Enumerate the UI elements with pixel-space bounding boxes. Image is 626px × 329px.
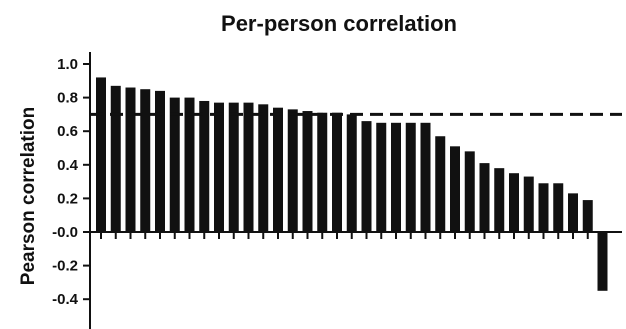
y-tick-label: 1.0 xyxy=(57,56,78,73)
bar xyxy=(346,114,357,232)
bar xyxy=(391,122,401,232)
x-ticks xyxy=(100,232,604,239)
bar xyxy=(317,112,328,232)
y-tick-labels: 1.0 0.8 0.6 0.4 0.2 -0.0 -0.2 -0.4 xyxy=(52,56,79,308)
bar xyxy=(450,146,460,232)
bar xyxy=(538,183,549,232)
bar xyxy=(258,104,269,232)
bar xyxy=(435,136,446,232)
bar xyxy=(140,89,151,232)
y-ticks xyxy=(83,63,90,301)
y-tick-label: 0.6 xyxy=(57,123,78,140)
bar xyxy=(597,232,608,291)
bar xyxy=(464,151,475,232)
bar xyxy=(582,200,593,232)
bar xyxy=(228,102,239,232)
bar xyxy=(184,97,195,232)
bar xyxy=(110,85,121,232)
bar xyxy=(523,176,534,232)
bar xyxy=(479,163,490,232)
bar xyxy=(243,102,254,232)
y-tick-label: -0.2 xyxy=(52,258,78,275)
y-tick-label: -0.0 xyxy=(52,224,78,241)
bars xyxy=(96,77,608,291)
bar xyxy=(568,193,578,232)
y-axis-label: Pearson correlation xyxy=(18,107,39,285)
y-tick-label: 0.8 xyxy=(57,90,78,107)
bar xyxy=(361,121,372,232)
bar xyxy=(494,168,505,232)
bar xyxy=(96,77,106,232)
y-tick-label: 0.4 xyxy=(57,157,79,174)
y-tick-label: 0.2 xyxy=(57,190,78,207)
bar xyxy=(553,183,564,232)
y-tick-label: -0.4 xyxy=(52,291,79,308)
bar xyxy=(509,173,519,232)
bar xyxy=(302,111,313,232)
bar xyxy=(287,109,298,232)
bar xyxy=(155,90,165,232)
bar xyxy=(332,112,342,232)
bar xyxy=(214,102,224,232)
chart-title: Per-person correlation xyxy=(221,11,457,36)
bar xyxy=(420,122,431,232)
bar xyxy=(169,97,180,232)
bar xyxy=(405,122,416,232)
bar xyxy=(273,107,283,232)
bar xyxy=(376,122,387,232)
bar xyxy=(199,100,210,233)
bar xyxy=(125,87,136,233)
